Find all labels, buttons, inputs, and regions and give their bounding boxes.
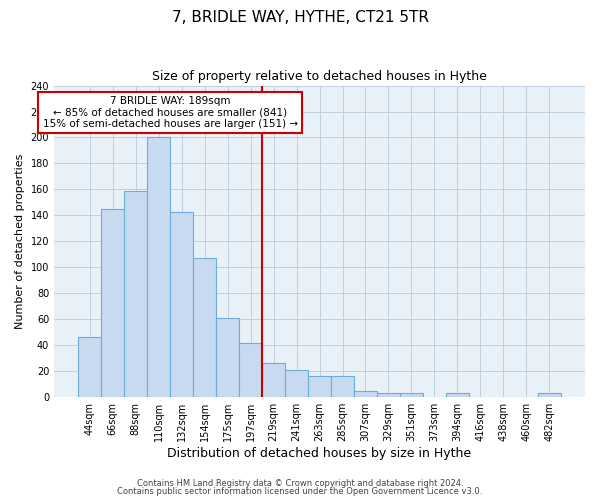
Bar (354, 390, 377, 397)
Text: 7 BRIDLE WAY: 189sqm
← 85% of detached houses are smaller (841)
15% of semi-deta: 7 BRIDLE WAY: 189sqm ← 85% of detached h… (43, 96, 298, 129)
Bar (285, 370, 308, 397)
Bar (170, 212, 193, 397)
Bar (101, 209, 124, 397)
Bar (78, 338, 101, 397)
Text: Contains HM Land Registry data © Crown copyright and database right 2024.: Contains HM Land Registry data © Crown c… (137, 478, 463, 488)
Text: 7, BRIDLE WAY, HYTHE, CT21 5TR: 7, BRIDLE WAY, HYTHE, CT21 5TR (172, 10, 428, 25)
Bar (331, 376, 354, 397)
Bar (538, 394, 561, 397)
Bar (147, 138, 170, 397)
Bar (124, 190, 147, 397)
Bar (400, 394, 423, 397)
Bar (262, 364, 285, 397)
Bar (216, 318, 239, 397)
Bar (193, 258, 216, 397)
Title: Size of property relative to detached houses in Hythe: Size of property relative to detached ho… (152, 70, 487, 83)
Bar (446, 394, 469, 397)
Bar (239, 342, 262, 397)
Bar (308, 376, 331, 397)
Bar (377, 394, 400, 397)
X-axis label: Distribution of detached houses by size in Hythe: Distribution of detached houses by size … (167, 447, 472, 460)
Y-axis label: Number of detached properties: Number of detached properties (15, 154, 25, 329)
Text: Contains public sector information licensed under the Open Government Licence v3: Contains public sector information licen… (118, 487, 482, 496)
